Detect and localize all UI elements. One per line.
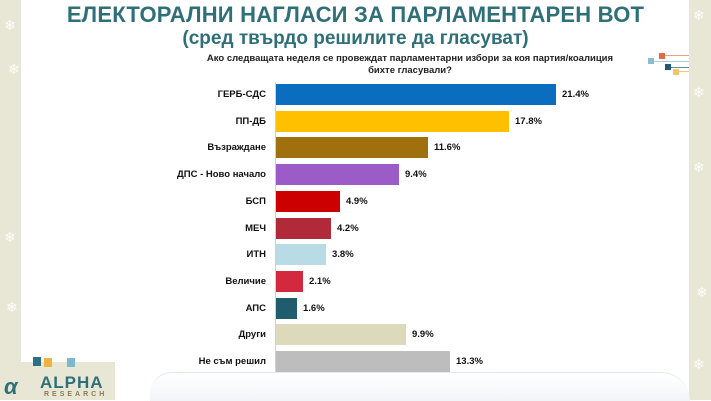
bar-row: БСП 4.9%	[0, 191, 711, 212]
decor-square	[673, 69, 679, 75]
bar	[276, 137, 428, 158]
decor-square	[665, 64, 671, 70]
bar-row: ДПС - Ново начало 9.4%	[0, 164, 711, 185]
bar-label: ПП-ДБ	[235, 116, 266, 127]
bar-label: Не съм решил	[198, 356, 266, 367]
bar-label: Възраждане	[207, 142, 266, 153]
bar-label: ИТН	[246, 249, 267, 260]
bar-value-label: 4.2%	[337, 223, 359, 234]
bar-row: ПП-ДБ 17.8%	[0, 111, 711, 132]
decor-square	[659, 53, 665, 59]
snowflake-icon: ❄	[696, 284, 708, 300]
bar	[276, 84, 556, 105]
bar-value-label: 21.4%	[562, 89, 589, 100]
bar-value-label: 13.3%	[456, 356, 483, 367]
snowflake-icon: ❄	[4, 229, 16, 245]
bar-label: ДПС - Ново начало	[176, 169, 266, 180]
snowflake-icon: ❄	[693, 84, 705, 100]
bar-row: Величие 2.1%	[0, 271, 711, 292]
survey-question-line2: бихте гласували?	[368, 65, 452, 76]
bar-row: МЕЧ 4.2%	[0, 218, 711, 239]
survey-question-line1: Ако следващата неделя се провеждат парла…	[206, 53, 614, 64]
bar-value-label: 4.9%	[346, 196, 368, 207]
decor-line	[652, 61, 689, 62]
gift-icon	[44, 358, 52, 367]
bar	[276, 351, 450, 372]
logo-subtitle: RESEARCH	[44, 391, 108, 398]
bar	[276, 111, 509, 132]
bar	[276, 164, 399, 185]
chart-title: ЕЛЕКТОРАЛНИ НАГЛАСИ ЗА ПАРЛАМЕНТАРЕН ВОТ	[66, 2, 645, 27]
bar	[276, 324, 406, 345]
bar-label: БСП	[245, 196, 266, 207]
bar-value-label: 9.4%	[405, 169, 427, 180]
survey-question: Ако следващата неделя се провеждат парла…	[200, 53, 620, 77]
decor-line	[662, 55, 689, 56]
snowflake-icon: ❄	[693, 159, 705, 175]
bar	[276, 298, 297, 319]
bar-row: АПС 1.6%	[0, 298, 711, 319]
bar-label: АПС	[245, 303, 266, 314]
bar	[276, 191, 340, 212]
bar-label: Други	[238, 329, 266, 340]
snowflake-icon: ❄	[6, 299, 18, 315]
chart-subtitle: (сред твърдо решилите да гласуват)	[182, 28, 529, 49]
decor-square	[648, 58, 654, 64]
logo-background	[0, 362, 115, 400]
bar-label: ГЕРБ-СДС	[217, 89, 266, 100]
snowflake-icon: ❄	[693, 356, 705, 372]
gift-icon	[33, 357, 41, 366]
bar-row: Не съм решил 13.3%	[0, 351, 711, 372]
category-axis	[275, 82, 276, 374]
bar-value-label: 3.8%	[332, 249, 354, 260]
bar-row: ИТН 3.8%	[0, 244, 711, 265]
alpha-logo-icon: α	[4, 374, 18, 399]
alpha-research-logo: α ALPHA RESEARCH	[2, 372, 142, 400]
snowflake-icon: ❄	[8, 61, 20, 77]
decor-line	[677, 71, 689, 72]
bar-value-label: 9.9%	[412, 329, 434, 340]
snowflake-icon: ❄	[4, 17, 16, 33]
bar-row: Други 9.9%	[0, 324, 711, 345]
bar-value-label: 2.1%	[309, 276, 331, 287]
background-strip-right	[689, 0, 711, 400]
bar	[276, 218, 331, 239]
snow-decoration	[150, 372, 690, 401]
logo-name: ALPHA	[40, 373, 104, 392]
bar-label: МЕЧ	[245, 223, 266, 234]
snowflake-icon: ❄	[693, 7, 705, 23]
bar	[276, 244, 326, 265]
bar-label: Величие	[225, 276, 266, 287]
bar	[276, 271, 303, 292]
bar-value-label: 11.6%	[434, 142, 461, 153]
bar-row: Възраждане 11.6%	[0, 137, 711, 158]
gift-icon	[67, 358, 75, 367]
bar-row: ГЕРБ-СДС 21.4%	[0, 84, 711, 105]
bar-value-label: 1.6%	[303, 303, 325, 314]
decor-line	[668, 67, 689, 68]
background-strip-left	[0, 0, 21, 400]
bar-value-label: 17.8%	[515, 116, 542, 127]
